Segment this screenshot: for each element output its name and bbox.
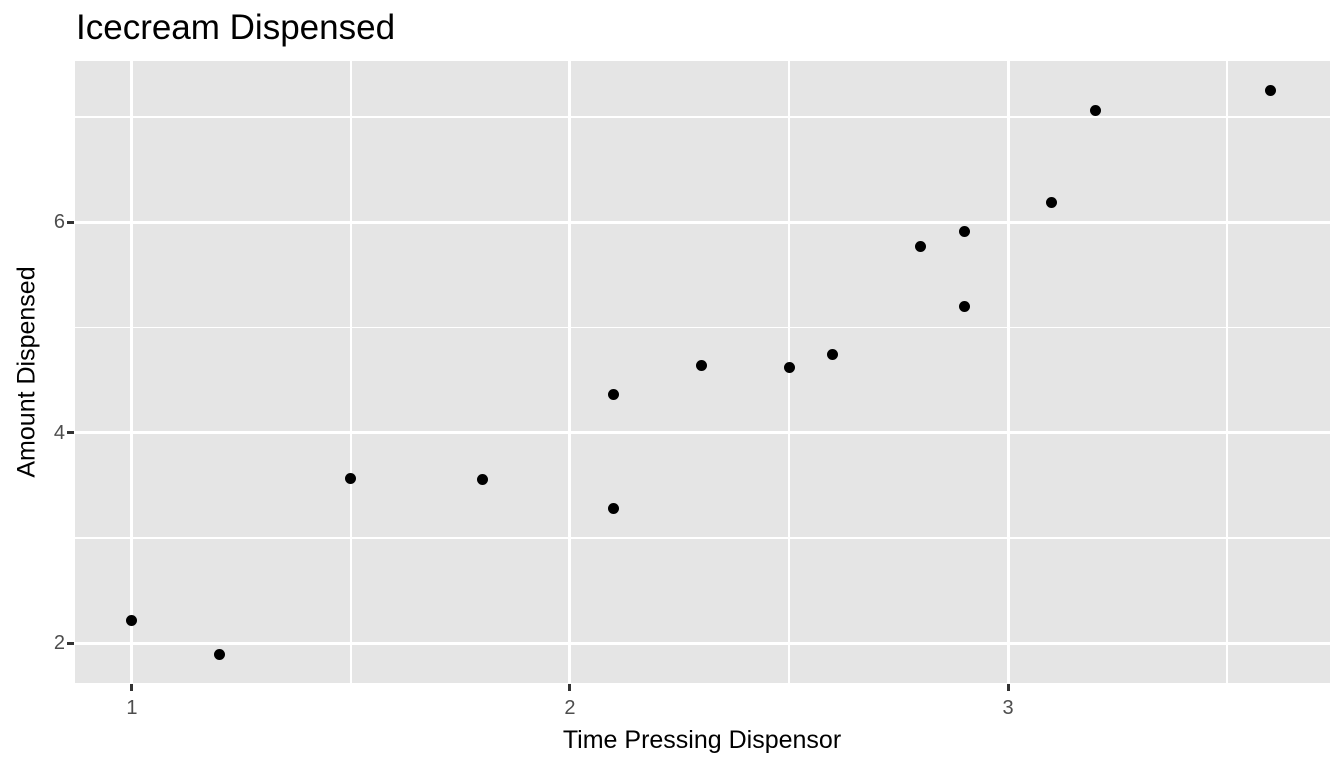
data-point bbox=[345, 472, 357, 484]
x-tick-label: 3 bbox=[1002, 697, 1014, 719]
data-point bbox=[958, 226, 970, 238]
gridline-x-major bbox=[1006, 61, 1010, 683]
data-point bbox=[1046, 196, 1058, 208]
x-tick-mark bbox=[1006, 684, 1010, 691]
y-tick-mark bbox=[67, 431, 74, 435]
gridline-y-major bbox=[75, 641, 1330, 645]
chart-title: Icecream Dispensed bbox=[76, 8, 396, 47]
gridline-x-minor bbox=[1226, 61, 1228, 683]
y-tick-label: 6 bbox=[53, 211, 65, 234]
gridline-x-major bbox=[568, 61, 572, 683]
y-tick-mark bbox=[67, 641, 74, 645]
gridline-y-minor bbox=[75, 116, 1330, 118]
data-point bbox=[827, 349, 839, 361]
x-tick-label: 1 bbox=[126, 697, 138, 719]
data-point bbox=[783, 362, 795, 374]
x-tick-mark bbox=[130, 684, 134, 691]
plot-panel bbox=[75, 61, 1330, 683]
y-axis-title: Amount Dispensed bbox=[12, 266, 41, 478]
x-tick-mark bbox=[568, 684, 572, 691]
data-point bbox=[695, 359, 707, 371]
x-axis-title: Time Pressing Dispensor bbox=[562, 726, 842, 754]
gridline-y-minor bbox=[75, 326, 1330, 329]
y-tick-label: 2 bbox=[53, 632, 65, 655]
data-point bbox=[608, 503, 620, 515]
gridline-y-major bbox=[75, 220, 1330, 224]
data-point bbox=[914, 240, 926, 252]
x-tick-label: 2 bbox=[564, 697, 576, 719]
data-point bbox=[958, 300, 970, 312]
data-point bbox=[1090, 105, 1102, 116]
data-point bbox=[608, 389, 620, 401]
gridline-y-minor bbox=[75, 537, 1330, 539]
gridline-x-major bbox=[130, 61, 134, 683]
data-point bbox=[476, 473, 488, 485]
data-point bbox=[214, 648, 226, 660]
gridline-x-minor bbox=[350, 61, 352, 683]
y-tick-label: 4 bbox=[53, 421, 65, 444]
data-point bbox=[126, 614, 138, 626]
gridline-y-major bbox=[75, 431, 1330, 435]
y-tick-mark bbox=[67, 220, 74, 224]
data-point bbox=[1265, 84, 1277, 96]
